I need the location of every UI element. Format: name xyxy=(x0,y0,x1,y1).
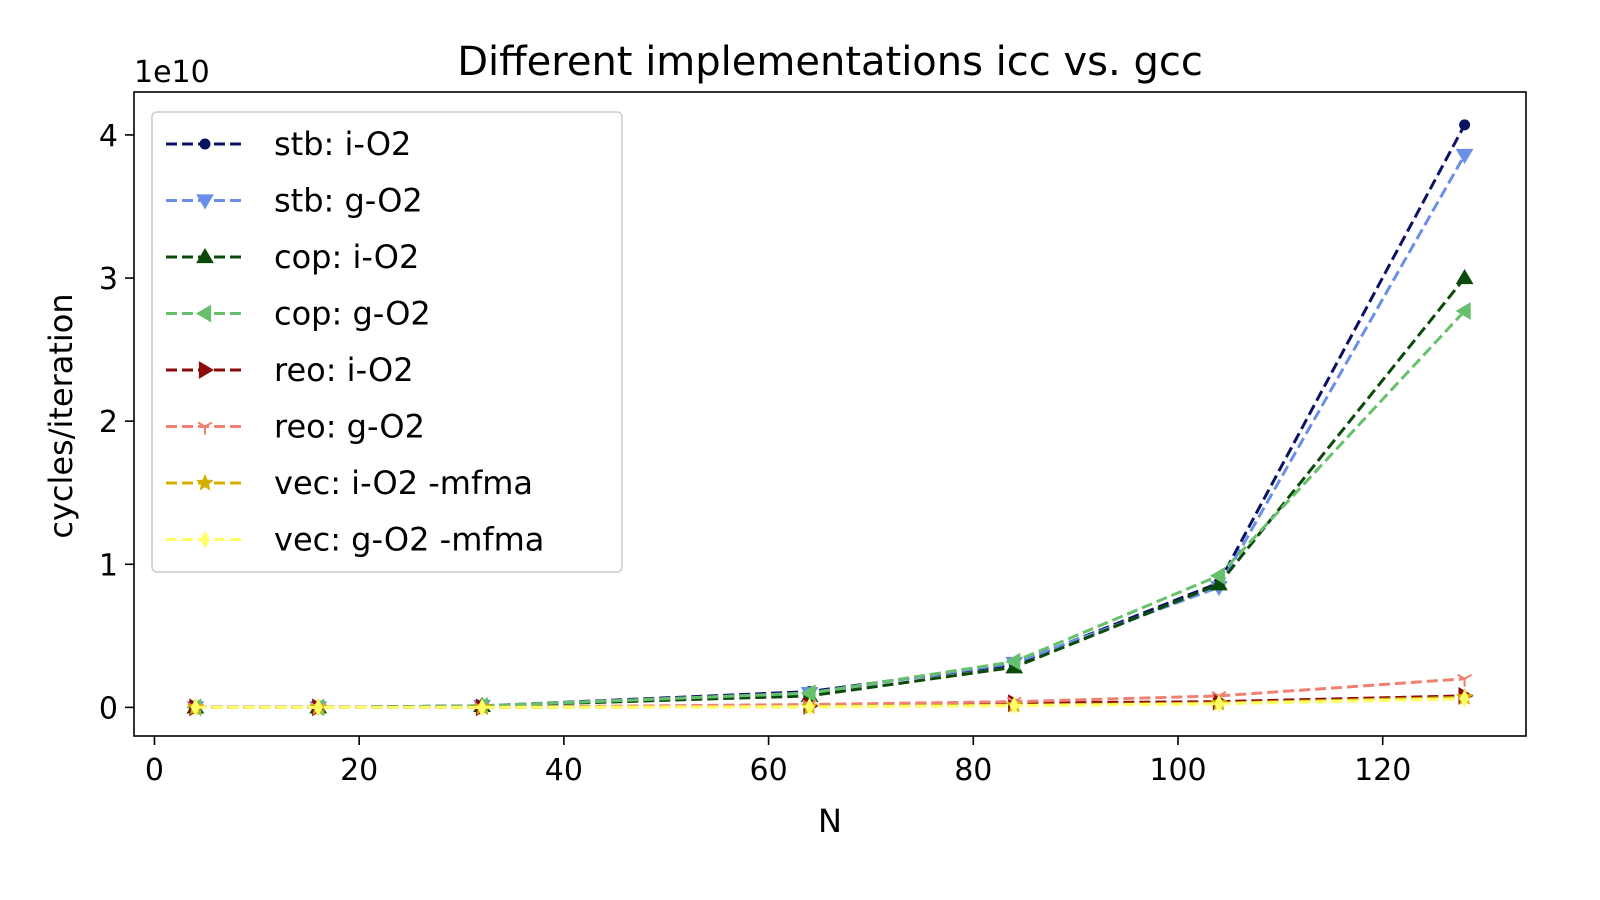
plot-frame xyxy=(133,91,1527,737)
x-tick-label: 120 xyxy=(1354,753,1411,788)
legend-label: stb: g-O2 xyxy=(274,182,423,220)
y-axis: 0 1 2 3 4 xyxy=(99,119,134,726)
legend-marker xyxy=(198,361,214,379)
legend-label: vec: i-O2 -mfma xyxy=(274,464,533,502)
data-point xyxy=(1009,696,1019,715)
legend-marker xyxy=(196,473,214,491)
legend-label: reo: g-O2 xyxy=(274,408,425,446)
legend-item: stb: g-O2 xyxy=(166,182,423,220)
data-point xyxy=(1460,689,1470,708)
legend-item: cop: g-O2 xyxy=(166,295,431,333)
data-point xyxy=(800,684,816,702)
series-7 xyxy=(190,689,1470,717)
data-point xyxy=(1457,673,1473,687)
data-point xyxy=(1209,566,1226,585)
x-tick-label: 40 xyxy=(545,753,583,788)
legend-label: cop: i-O2 xyxy=(274,238,419,276)
y-tick-label: 3 xyxy=(99,262,118,297)
y-tick-label: 1 xyxy=(99,548,118,583)
data-point xyxy=(1214,694,1224,713)
y-offset-label: 1e10 xyxy=(134,55,210,90)
legend-marker xyxy=(196,304,212,323)
y-tick-label: 4 xyxy=(99,119,118,154)
data-point xyxy=(1455,302,1471,320)
legend-label: cop: g-O2 xyxy=(274,295,431,333)
x-tick-label: 60 xyxy=(749,753,787,788)
legend-item: reo: g-O2 xyxy=(166,408,425,446)
legend-marker xyxy=(197,421,213,435)
legend-item: vec: g-O2 -mfma xyxy=(166,521,544,559)
legend-label: stb: i-O2 xyxy=(274,125,411,163)
legend-marker xyxy=(196,194,214,210)
legend-label: reo: i-O2 xyxy=(274,351,414,389)
x-axis-label: N xyxy=(818,802,842,840)
legend-item: cop: i-O2 xyxy=(166,238,419,276)
data-point xyxy=(1455,148,1474,164)
data-point xyxy=(1459,119,1471,131)
y-tick-label: 2 xyxy=(99,405,118,440)
data-point xyxy=(477,698,487,717)
plot-area xyxy=(133,91,1527,737)
x-tick-label: 0 xyxy=(145,753,164,788)
x-tick-label: 100 xyxy=(1149,753,1206,788)
series-layer xyxy=(186,119,1474,717)
chart-title: Different implementations icc vs. gcc xyxy=(457,39,1203,85)
legend-box xyxy=(151,111,623,573)
legend-item: reo: i-O2 xyxy=(166,351,414,389)
legend-item: vec: i-O2 -mfma xyxy=(166,464,533,502)
data-point xyxy=(1455,269,1474,285)
legend-marker xyxy=(196,248,214,264)
y-tick-label: 0 xyxy=(99,691,118,726)
data-point xyxy=(190,698,200,717)
y-axis-label: cycles/iteration xyxy=(42,293,80,538)
legend-marker xyxy=(200,530,210,549)
data-point xyxy=(1005,652,1021,671)
data-point xyxy=(313,698,323,717)
legend-item: stb: i-O2 xyxy=(166,125,411,163)
x-tick-label: 20 xyxy=(340,753,378,788)
data-point xyxy=(804,697,815,716)
x-axis: 0 20 40 60 80 100 120 xyxy=(145,736,1411,788)
legend: stb: i-O2 stb: g-O2 cop: i-O2 cop: g-O2 reo:… xyxy=(151,111,623,573)
legend-marker xyxy=(199,138,211,150)
legend-label: vec: g-O2 -mfma xyxy=(274,521,544,559)
x-tick-label: 80 xyxy=(954,753,992,788)
